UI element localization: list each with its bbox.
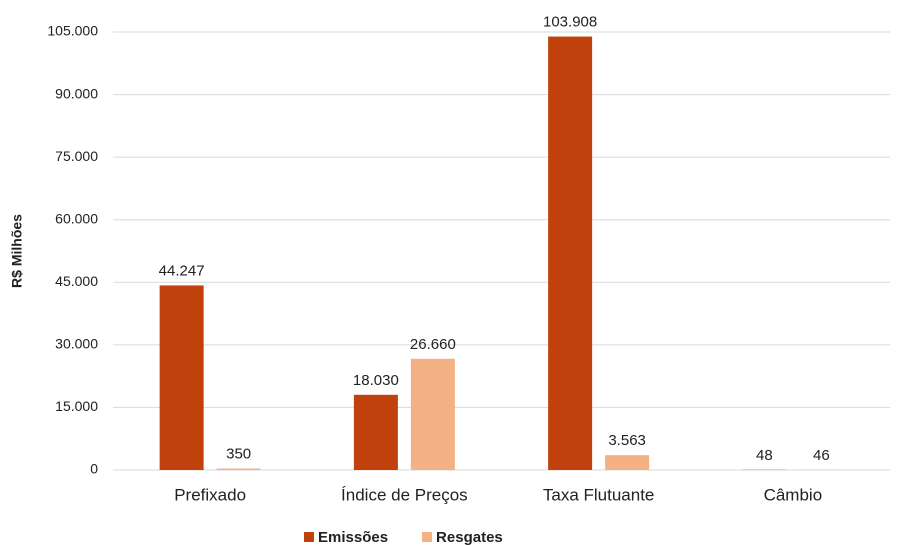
y-tick-label: 90.000	[55, 85, 98, 101]
y-tick-label: 60.000	[55, 210, 98, 226]
y-tick-label: 30.000	[55, 336, 98, 352]
data-label: 350	[226, 446, 251, 463]
legend-label: Resgates	[436, 529, 503, 545]
y-tick-label: 105.000	[47, 23, 98, 39]
bar	[353, 394, 398, 470]
data-label: 48	[756, 447, 773, 464]
bar	[159, 285, 204, 470]
data-label: 103.908	[543, 14, 597, 31]
data-label: 3.563	[608, 432, 646, 449]
x-tick-label: Câmbio	[764, 485, 823, 504]
y-axis-title: R$ Milhões	[9, 214, 25, 288]
bar	[216, 468, 261, 470]
data-label: 18.030	[353, 372, 399, 389]
data-label: 26.660	[410, 336, 456, 353]
bar	[410, 358, 455, 470]
y-tick-label: 0	[90, 461, 98, 477]
legend-swatch	[304, 532, 314, 542]
y-tick-label: 45.000	[55, 273, 98, 289]
y-tick-label: 75.000	[55, 148, 98, 164]
data-label: 44.247	[159, 262, 205, 279]
x-tick-label: Índice de Preços	[341, 485, 468, 504]
bar	[605, 455, 650, 470]
x-tick-label: Taxa Flutuante	[543, 485, 655, 504]
data-label: 46	[813, 447, 830, 464]
y-tick-label: 15.000	[55, 398, 98, 414]
x-tick-label: Prefixado	[174, 485, 246, 504]
bar	[548, 36, 593, 470]
legend-label: Emissões	[318, 529, 388, 545]
legend-swatch	[422, 532, 433, 542]
